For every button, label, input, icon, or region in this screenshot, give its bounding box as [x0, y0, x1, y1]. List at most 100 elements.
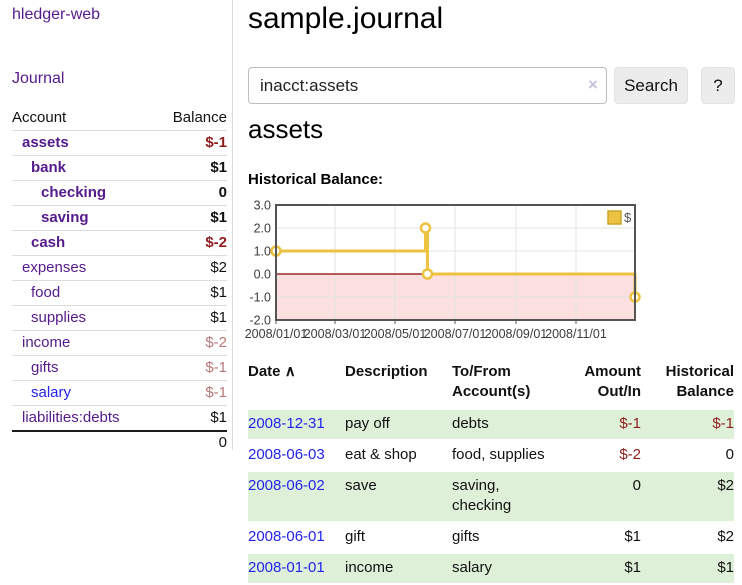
transaction-balance: 0 [641, 441, 734, 470]
x-tick-label: 2008/07/01 [424, 327, 487, 341]
amount-column-header: Amount Out/In [557, 360, 641, 408]
balance-column-header: Historical Balance [641, 360, 734, 408]
table-row: 2008-06-01 giftgifts$1$2 [248, 523, 734, 552]
search-input[interactable] [248, 67, 607, 104]
sidebar-account-link[interactable]: cash [12, 234, 65, 252]
legend-label: $ [624, 210, 632, 225]
transaction-accounts: gifts [452, 523, 557, 552]
y-tick-label: 1.0 [254, 245, 271, 259]
description-column-header: Description [345, 360, 452, 408]
accounts-column-header: To/From Account(s) [452, 360, 557, 408]
help-button[interactable]: ? [701, 67, 735, 104]
sidebar-account-balance: $1 [210, 209, 227, 227]
transaction-accounts: salary [452, 554, 557, 583]
y-tick-label: -2.0 [249, 314, 271, 328]
transaction-accounts: debts [452, 410, 557, 439]
nav-journal-link[interactable]: Journal [12, 70, 64, 88]
sidebar-account-link[interactable]: food [12, 284, 60, 302]
table-row: 2008-06-03 eat & shopfood, supplies$-20 [248, 441, 734, 470]
sidebar: hledger-web Journal Account Balance asse… [0, 0, 233, 450]
transaction-amount: $1 [557, 554, 641, 583]
transaction-description: income [345, 554, 452, 583]
x-tick-label: 2008/01/01 [245, 327, 308, 341]
sidebar-account-balance: $1 [210, 409, 227, 427]
transaction-balance: $1 [641, 554, 734, 583]
sidebar-account-row: expenses $2 [12, 255, 227, 280]
transaction-description: gift [345, 523, 452, 552]
transaction-amount: $-2 [557, 441, 641, 470]
x-tick-label: 2008/09/01 [485, 327, 548, 341]
sidebar-account-link[interactable]: liabilities:debts [12, 409, 120, 427]
sort-ascending-icon: ∧ [285, 363, 296, 380]
transaction-amount: $-1 [557, 410, 641, 439]
legend-swatch [608, 211, 621, 224]
sidebar-account-balance: $-2 [205, 234, 227, 252]
date-column-header[interactable]: Date ∧ [248, 360, 345, 408]
x-tick-label: 2008/11/01 [545, 327, 607, 341]
sidebar-account-row: food $1 [12, 280, 227, 305]
y-tick-label: 0.0 [254, 268, 271, 282]
account-total-row: 0 [12, 430, 227, 453]
sidebar-account-balance: $-2 [205, 334, 227, 352]
y-tick-label: 2.0 [254, 222, 271, 236]
sidebar-account-link[interactable]: bank [12, 159, 66, 177]
sidebar-account-link[interactable]: salary [12, 384, 71, 402]
sidebar-account-row: salary $-1 [12, 380, 227, 405]
sidebar-account-link[interactable]: checking [12, 184, 106, 202]
sidebar-account-link[interactable]: saving [12, 209, 89, 227]
historical-balance-chart[interactable]: 3.0 2.0 1.0 0.0 -1.0 -2.02008/01/012008/03/01… [242, 197, 644, 343]
data-point-marker [421, 224, 430, 233]
sidebar-account-row: assets $-1 [12, 130, 227, 155]
sidebar-account-row: income $-2 [12, 330, 227, 355]
sidebar-account-link[interactable]: gifts [12, 359, 59, 377]
clear-search-icon[interactable]: × [588, 76, 598, 94]
transaction-balance: $2 [641, 523, 734, 552]
sidebar-account-row: gifts$-1 [12, 355, 227, 380]
transaction-amount: $1 [557, 523, 641, 552]
transaction-date-link[interactable]: 2008-01-01 [248, 559, 325, 576]
transaction-description: save [345, 472, 452, 521]
transaction-date-link[interactable]: 2008-06-02 [248, 477, 325, 494]
total-balance: 0 [219, 434, 227, 451]
transaction-amount: 0 [557, 472, 641, 521]
sidebar-account-balance: $1 [210, 284, 227, 302]
sidebar-account-link[interactable]: expenses [12, 259, 86, 277]
sidebar-account-link[interactable]: income [12, 334, 70, 352]
search-form: × Search ? [248, 67, 742, 105]
app-title-link[interactable]: hledger-web [12, 6, 100, 24]
account-table-header: Account Balance [12, 106, 227, 130]
sidebar-account-row: supplies $1 [12, 305, 227, 330]
register-header-row: Date ∧ Description To/From Account(s) Am… [248, 360, 734, 408]
x-tick-label: 2008/05/01 [364, 327, 427, 341]
transaction-description: pay off [345, 410, 452, 439]
sidebar-account-link[interactable]: assets [12, 134, 69, 152]
sidebar-account-balance: $1 [210, 309, 227, 327]
x-tick-label: 2008/03/01 [304, 327, 367, 341]
table-row: 2008-12-31pay offdebts$-1$-1 [248, 410, 734, 439]
account-balance-table: Account Balance assets$-1bank$1checking0… [12, 106, 227, 453]
transaction-accounts: food, supplies [452, 441, 557, 470]
chart-svg: 3.0 2.0 1.0 0.0 -1.0 -2.02008/01/012008/03/01… [242, 197, 644, 343]
sidebar-account-balance: $-1 [205, 384, 227, 402]
sidebar-account-balance: $2 [210, 259, 227, 277]
balance-column-header: Balance [173, 109, 227, 126]
search-button[interactable]: Search [614, 67, 688, 104]
table-row: 2008-06-02savesaving, checking0$2 [248, 472, 734, 521]
transaction-date-link[interactable]: 2008-12-31 [248, 415, 325, 432]
transaction-balance: $2 [641, 472, 734, 521]
data-point-marker [423, 270, 432, 279]
account-column-header: Account [12, 109, 66, 126]
sidebar-account-row: liabilities:debts $1 [12, 405, 227, 430]
sidebar-account-row: bank$1 [12, 155, 227, 180]
y-tick-label: -1.0 [249, 291, 271, 305]
page-title: sample.journal [248, 2, 443, 36]
transaction-description: eat & shop [345, 441, 452, 470]
sidebar-account-balance: 0 [219, 184, 227, 202]
y-tick-label: 3.0 [254, 199, 271, 213]
sidebar-account-balance: $-1 [205, 134, 227, 152]
sidebar-account-link[interactable]: supplies [12, 309, 86, 327]
transaction-date-link[interactable]: 2008-06-03 [248, 446, 325, 463]
table-row: 2008-01-01incomesalary$1$1 [248, 554, 734, 583]
sidebar-account-row: saving $1 [12, 205, 227, 230]
transaction-date-link[interactable]: 2008-06-01 [248, 528, 325, 545]
